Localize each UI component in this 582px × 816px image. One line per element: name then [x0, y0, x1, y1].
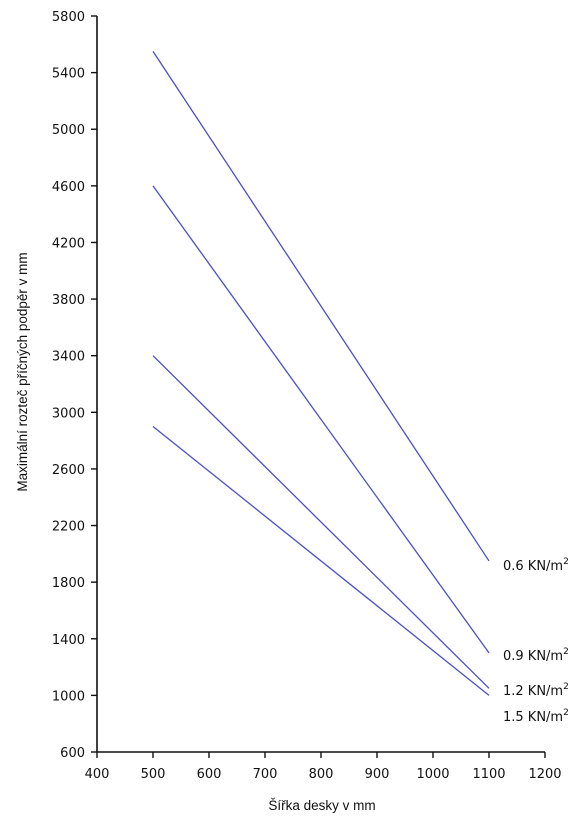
x-tick-label: 500 [141, 767, 166, 782]
y-axis-title: Maximální rozteč příčných podpěr v mm [15, 252, 30, 491]
y-tick-label: 1000 [52, 689, 85, 704]
y-tick-label: 3400 [52, 350, 85, 365]
series-line [152, 51, 490, 562]
x-tick-label: 1000 [416, 767, 449, 782]
series-lines [152, 51, 490, 696]
y-tick-label: 2600 [52, 463, 85, 478]
x-tick-label: 900 [365, 767, 390, 782]
x-tick-label: 1200 [528, 767, 561, 782]
x-axis-ticks: 400 500 600 700 800 900 1000 1100 1200 [85, 752, 562, 782]
y-axis-ticks: 600 1000 1400 1800 2200 2600 3000 3400 3800 4200 4… [52, 10, 97, 761]
y-tick-label: 3000 [52, 406, 85, 421]
series-label: 1.5 KN/m2 [503, 708, 569, 725]
series-line [152, 185, 490, 654]
series-label: 0.6 KN/m2 [503, 557, 569, 574]
x-tick-label: 600 [197, 767, 222, 782]
y-tick-label: 4600 [52, 180, 85, 195]
y-tick-label: 4200 [52, 236, 85, 251]
y-tick-label: 5400 [52, 67, 85, 82]
series-label: 1.2 KN/m2 [503, 682, 569, 699]
y-tick-label: 3800 [52, 293, 85, 308]
x-tick-label: 800 [309, 767, 334, 782]
x-tick-label: 700 [253, 767, 278, 782]
y-tick-label: 1400 [52, 633, 85, 648]
series-line [152, 425, 490, 696]
x-axis-title: Šířka desky v mm [268, 798, 375, 813]
series-line [152, 355, 490, 689]
y-tick-label: 600 [60, 746, 85, 761]
series-labels: 0.6 KN/m2 0.9 KN/m2 1.2 KN/m2 1.5 KN/m2 [503, 557, 569, 725]
y-tick-label: 1800 [52, 576, 85, 591]
x-tick-label: 400 [85, 767, 110, 782]
series-label: 0.9 KN/m2 [503, 647, 569, 664]
y-tick-label: 5000 [52, 123, 85, 138]
y-tick-label: 5800 [52, 10, 85, 25]
y-tick-label: 2200 [52, 520, 85, 535]
x-tick-label: 1100 [472, 767, 505, 782]
